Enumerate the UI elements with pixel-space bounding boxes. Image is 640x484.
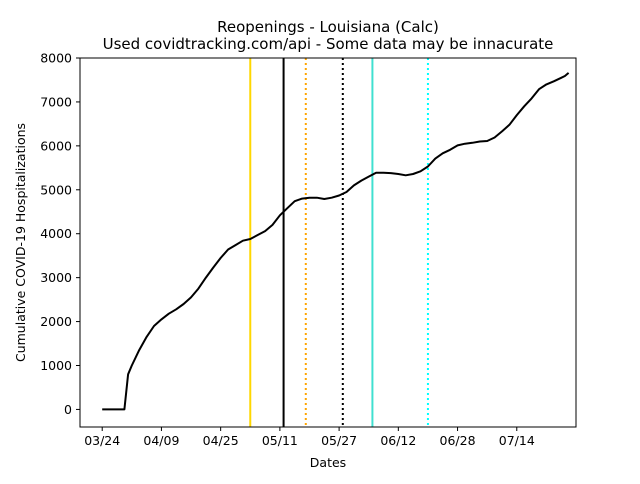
series (102, 72, 570, 411)
y-tick-label: 5000 (40, 182, 72, 197)
x-tick-label: 06/28 (440, 433, 476, 448)
y-tick-label: 3000 (40, 270, 72, 285)
y-tick-label: 6000 (40, 138, 72, 153)
x-tick-label: 05/11 (262, 433, 298, 448)
y-tick-label: 7000 (40, 94, 72, 109)
y-axis-label: Cumulative COVID-19 Hospitalizations (13, 123, 28, 362)
y-tick-label: 8000 (40, 51, 72, 66)
chart-subtitle: Used covidtracking.com/api - Some data m… (103, 35, 554, 53)
series-line-1 (102, 72, 570, 411)
plot-frame (79, 57, 577, 428)
x-tick-label: 05/27 (321, 433, 357, 448)
x-tick-label: 07/14 (499, 433, 535, 448)
x-tick-label: 06/12 (380, 433, 416, 448)
y-axis-ticks: 0 1000 2000 3000 4000 5000 6000 7000 8000 (40, 51, 80, 417)
x-tick-label: 03/24 (84, 433, 120, 448)
y-tick-label: 1000 (40, 358, 72, 373)
y-tick-label: 0 (64, 402, 72, 417)
y-tick-label: 2000 (40, 314, 72, 329)
x-axis-ticks: 03/24 04/09 04/25 05/11 05/27 06/12 06/28 07/14 (84, 427, 535, 448)
x-tick-label: 04/09 (143, 433, 179, 448)
x-axis-label: Dates (310, 455, 346, 470)
y-tick-label: 4000 (40, 226, 72, 241)
chart-title: Reopenings - Louisiana (Calc) (217, 18, 439, 36)
x-tick-label: 04/25 (203, 433, 239, 448)
reference-lines (249, 58, 429, 427)
